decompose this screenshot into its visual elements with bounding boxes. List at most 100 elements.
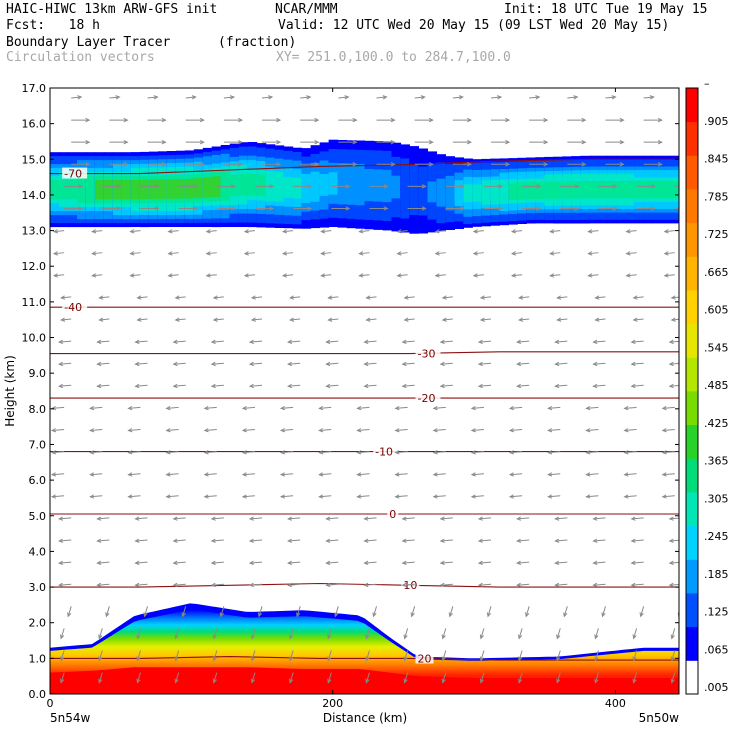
circulation-vector-head	[85, 139, 91, 145]
circulation-vector	[471, 406, 484, 409]
circulation-vector	[594, 628, 599, 639]
upper-layer-cell	[175, 179, 186, 199]
colorbar-swatch	[686, 626, 698, 661]
circulation-vector	[326, 539, 339, 542]
circulation-vector	[204, 451, 217, 454]
vector-field-name: Circulation vectors	[6, 50, 155, 65]
circulation-vector-head	[632, 656, 637, 662]
circulation-vector	[395, 406, 408, 409]
circulation-vector-head	[543, 117, 549, 123]
circulation-vector	[135, 539, 148, 542]
circulation-vector	[402, 561, 415, 564]
circulation-vector-head	[210, 383, 216, 389]
circulation-vector-head	[630, 538, 636, 543]
circulation-vector-head	[479, 656, 484, 662]
colorbar-swatch	[686, 88, 698, 123]
circulation-vector-head	[129, 273, 135, 278]
circulation-vector-head	[611, 95, 617, 100]
circulation-vector	[395, 451, 408, 454]
colorbar-swatch	[686, 525, 698, 560]
circulation-vector-head	[632, 634, 637, 640]
circulation-vector-head	[203, 472, 209, 477]
circulation-vector-head	[174, 678, 179, 684]
circulation-vector-head	[549, 251, 555, 256]
y-tick-label: 17.0	[22, 82, 47, 95]
circulation-vector	[98, 650, 103, 661]
circulation-vector-head	[470, 494, 476, 499]
circulation-vector-head	[421, 206, 427, 211]
circulation-vector-head	[505, 139, 511, 145]
circulation-vector	[288, 517, 301, 520]
circulation-vector-head	[657, 117, 663, 123]
circulation-vector	[550, 274, 561, 277]
circulation-vector	[59, 561, 72, 564]
circulation-vector-head	[334, 612, 339, 618]
temperature-contour	[50, 656, 679, 661]
circulation-vector-head	[287, 560, 293, 565]
circulation-vector-head	[358, 229, 364, 234]
circulation-vector-head	[181, 612, 186, 618]
circulation-vector	[97, 539, 110, 542]
circulation-vector	[402, 539, 415, 542]
circulation-vector	[631, 362, 644, 365]
circulation-vector-head	[472, 229, 478, 234]
circulation-vector-head	[318, 494, 324, 499]
circulation-vector	[321, 230, 332, 233]
upper-layer-cell	[364, 173, 375, 197]
circulation-vector	[92, 230, 103, 233]
circulation-vector	[662, 429, 675, 431]
circulation-vector-head	[89, 450, 95, 455]
circulation-vector-head	[394, 472, 400, 477]
circulation-vector	[402, 583, 415, 586]
circulation-vector	[669, 385, 679, 387]
circulation-vector	[525, 606, 530, 617]
contour-label-bg	[415, 347, 441, 359]
circulation-vector	[395, 473, 408, 476]
circulation-vector-head	[318, 405, 324, 411]
circulation-vector-head	[479, 295, 485, 300]
cross-section-endpoints: XY= 251.0,100.0 to 284.7,100.0	[276, 50, 511, 65]
circulation-vector	[548, 406, 561, 409]
circulation-vector-head	[383, 184, 389, 189]
circulation-vector-head	[510, 251, 517, 256]
circulation-vector-head	[441, 656, 446, 662]
circulation-vector	[364, 561, 377, 564]
circulation-vector-head	[279, 428, 286, 433]
circulation-vector-head	[78, 184, 84, 189]
circulation-vector	[206, 274, 217, 277]
y-tick-label: 2.0	[29, 617, 47, 630]
circulation-vector-head	[661, 450, 667, 455]
circulation-vector-head	[441, 678, 446, 684]
contour-label-bg	[373, 445, 399, 457]
circulation-vector-head	[470, 405, 476, 411]
circulation-vector-head	[212, 634, 217, 640]
circulation-vector-head	[518, 317, 524, 322]
circulation-vector-head	[518, 295, 524, 300]
circulation-vector-head	[116, 206, 122, 211]
circulation-vector	[54, 230, 65, 233]
circulation-vector-head	[403, 317, 409, 322]
circulation-vector-head	[210, 361, 216, 367]
circulation-vector-head	[203, 494, 209, 499]
circulation-vector-head	[192, 184, 198, 189]
circulation-vector-head	[650, 206, 656, 211]
circulation-vector-head	[556, 634, 561, 640]
circulation-vector-head	[210, 516, 216, 521]
circulation-vector	[440, 362, 453, 365]
circulation-vector-head	[547, 428, 553, 433]
circulation-vector	[326, 362, 339, 365]
circulation-vector	[631, 384, 644, 387]
circulation-vector-head	[547, 494, 553, 499]
circulation-vector	[92, 252, 103, 255]
x-tick-label: 400	[605, 697, 626, 710]
circulation-vector	[204, 406, 217, 409]
circulation-vector-head	[365, 317, 371, 322]
upper-layer-cell	[562, 181, 572, 199]
circulation-vector	[550, 252, 561, 255]
upper-layer-cell	[589, 180, 599, 199]
circulation-vector-head	[623, 450, 629, 455]
circulation-vector	[211, 340, 224, 343]
circulation-vector	[296, 606, 301, 617]
circulation-vector	[671, 650, 676, 661]
circulation-vector	[365, 672, 370, 683]
